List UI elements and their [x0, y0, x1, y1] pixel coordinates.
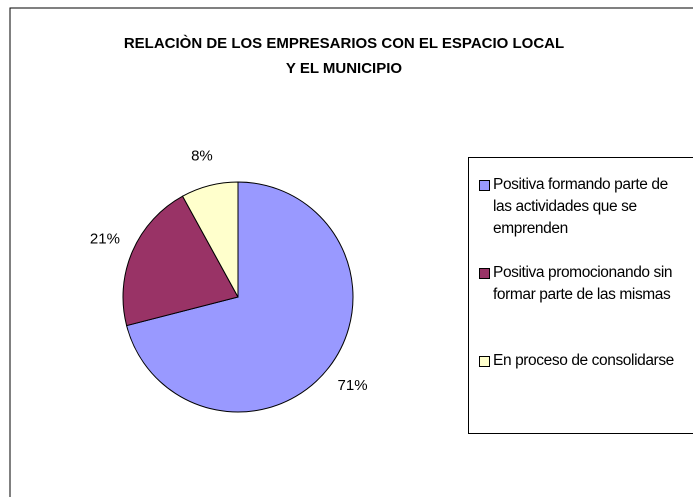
legend-item: En proceso de consolidarse — [479, 350, 689, 372]
legend-swatch — [479, 180, 490, 191]
pie-slice — [181, 181, 239, 298]
legend-swatch — [479, 268, 490, 279]
pie-slice — [126, 181, 354, 413]
legend-item: Positiva formando parte de las actividad… — [479, 174, 689, 240]
legend-item: Positiva promocionando sin formar parte … — [479, 262, 689, 306]
legend-label: Positiva formando parte de las actividad… — [493, 176, 668, 237]
pie-slice — [122, 195, 239, 327]
data-label: 71% — [338, 377, 368, 394]
legend-swatch — [479, 356, 490, 367]
data-label: 21% — [90, 230, 120, 247]
legend-label: Positiva promocionando sin formar parte … — [493, 264, 673, 303]
data-label: 8% — [191, 148, 213, 165]
chart-title: RELACIÒN DE LOS EMPRESARIOS CON EL ESPAC… — [124, 34, 564, 52]
chart-title: Y EL MUNICIPIO — [286, 60, 402, 77]
legend-label: En proceso de consolidarse — [493, 352, 674, 369]
legend: Positiva formando parte de las actividad… — [468, 157, 693, 434]
